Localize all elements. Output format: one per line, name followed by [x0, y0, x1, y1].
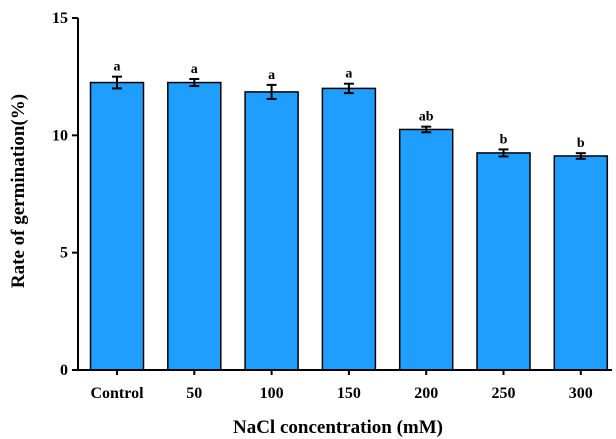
bar: [89, 81, 145, 371]
bar: [398, 128, 454, 371]
bar: [476, 152, 531, 371]
y-tick-label: 5: [60, 245, 68, 262]
y-axis-title: Rate of germination(%): [8, 94, 29, 288]
significance-label: ab: [419, 110, 434, 125]
x-tick-label: 200: [414, 385, 438, 402]
x-tick-label: 100: [260, 385, 284, 402]
x-ticks-layer: Control 50 100 150 200 250 300: [90, 370, 593, 402]
x-tick-label: 300: [569, 385, 593, 402]
significance-label: a: [345, 67, 352, 82]
y-tick-label: 0: [60, 362, 68, 379]
x-tick-label: 50: [186, 385, 202, 402]
significance-label: a: [114, 60, 121, 75]
significance-label: a: [191, 62, 198, 77]
bars-layer: [89, 81, 609, 371]
y-ticks-layer: 0 5 10 15: [52, 10, 78, 379]
bar: [244, 91, 299, 371]
significance-label: a: [268, 68, 275, 83]
axes-layer: [77, 18, 612, 371]
significance-label: b: [500, 132, 508, 147]
bar: [553, 155, 609, 371]
x-tick-label: 250: [492, 385, 516, 402]
x-tick-label: 150: [337, 385, 361, 402]
error-bars-layer: [112, 75, 586, 160]
x-tick-label: Control: [90, 385, 144, 402]
significance-labels-layer: a a a a ab b b: [114, 60, 585, 152]
x-axis-title: NaCl concentration (mM): [233, 417, 443, 438]
significance-label: b: [577, 136, 585, 151]
bar: [321, 87, 377, 371]
bar: [167, 81, 222, 371]
y-tick-label: 15: [52, 10, 68, 27]
y-tick-label: 10: [52, 127, 68, 144]
